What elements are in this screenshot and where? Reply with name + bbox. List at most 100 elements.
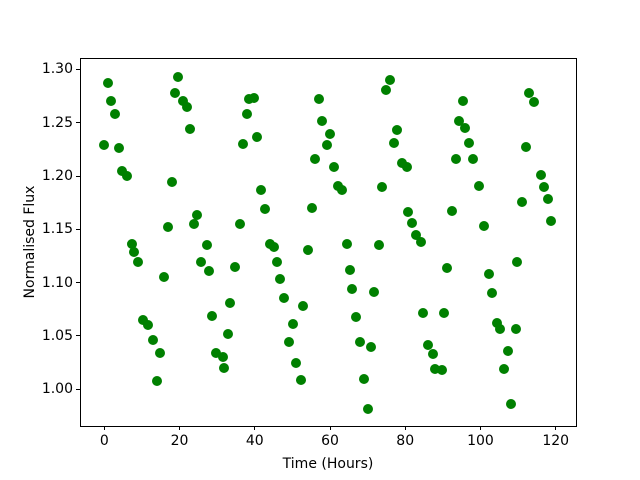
data-point [147,335,158,346]
data-point [269,242,280,253]
x-tick-label: 60 [321,433,339,449]
data-point [546,215,557,226]
y-tick-label: 1.05 [41,327,73,344]
data-point [524,87,535,98]
data-point [242,109,253,120]
data-point [303,244,314,255]
data-point [159,272,170,283]
y-tick-mark [76,335,80,337]
data-point [177,96,188,107]
y-tick-label: 1.30 [41,61,73,78]
data-point [344,264,355,275]
y-tick-label: 1.00 [41,381,73,398]
data-point [106,96,117,107]
data-point [126,239,137,250]
data-point [453,115,464,126]
data-point [201,240,212,251]
data-point [110,109,121,120]
data-point [464,137,475,148]
data-point [224,297,235,308]
data-point [441,262,452,273]
data-point [154,348,165,359]
data-point [249,93,260,104]
data-point [192,210,203,221]
data-point [234,218,245,229]
data-point [528,97,539,108]
x-tick-mark [479,426,481,430]
data-point [207,310,218,321]
data-point [369,287,379,298]
data-point [362,403,373,414]
y-tick-mark [76,282,80,284]
data-point [325,129,335,140]
data-point [298,301,309,312]
plot-area: 0 20 40 60 80 100 120 1.00 1.05 1.10 1.15 1.20 1.25 1… [42,58,577,449]
data-point [517,196,528,207]
data-point [389,137,400,148]
data-point [438,307,449,318]
data-point [422,339,433,350]
data-point [288,319,299,330]
data-point [451,153,462,164]
data-point [486,288,497,299]
data-point [113,143,124,154]
data-point [252,131,263,142]
x-tick-mark [404,426,406,430]
data-point [170,87,181,98]
data-point [538,181,549,192]
data-point [402,162,413,173]
data-point [337,184,348,195]
data-point [259,204,270,215]
data-point [151,375,162,386]
data-point [473,180,484,191]
data-point [103,78,114,89]
data-point [479,221,490,232]
data-point [173,71,184,82]
data-point [358,373,369,384]
data-point [256,184,267,195]
data-point [511,257,522,268]
data-point [436,365,447,376]
data-point [374,240,385,251]
x-tick-label: 100 [467,433,494,449]
data-point [498,364,509,375]
data-point [218,352,229,363]
y-tick-mark [76,228,80,230]
x-tick-label: 20 [170,433,189,449]
data-point [384,75,395,85]
y-tick-label: 1.15 [41,221,73,238]
data-point [223,328,234,339]
data-point [392,125,403,136]
data-point [415,237,426,248]
data-point [350,311,361,322]
data-point [143,320,154,331]
data-point [403,207,414,218]
y-tick-mark [76,122,80,124]
data-point [406,217,417,228]
data-point [484,269,495,280]
data-point [446,206,457,217]
data-point [458,96,469,107]
data-point [354,337,365,348]
data-point [418,307,429,318]
data-point [279,292,290,303]
data-point [137,314,148,325]
data-point [427,349,438,360]
data-point [491,318,502,329]
data-point [535,169,546,180]
data-point [510,323,521,334]
y-tick-mark [76,68,80,70]
data-point [310,153,321,164]
data-point [275,274,286,285]
data-point [211,348,222,359]
data-point [521,142,532,153]
data-point [430,364,441,375]
y-tick-label: 1.20 [41,168,73,184]
data-point [196,257,207,268]
y-tick-label: 1.25 [41,114,73,131]
data-point [229,261,240,272]
data-point [376,181,387,192]
data-point [163,222,174,233]
data-point [347,284,358,295]
